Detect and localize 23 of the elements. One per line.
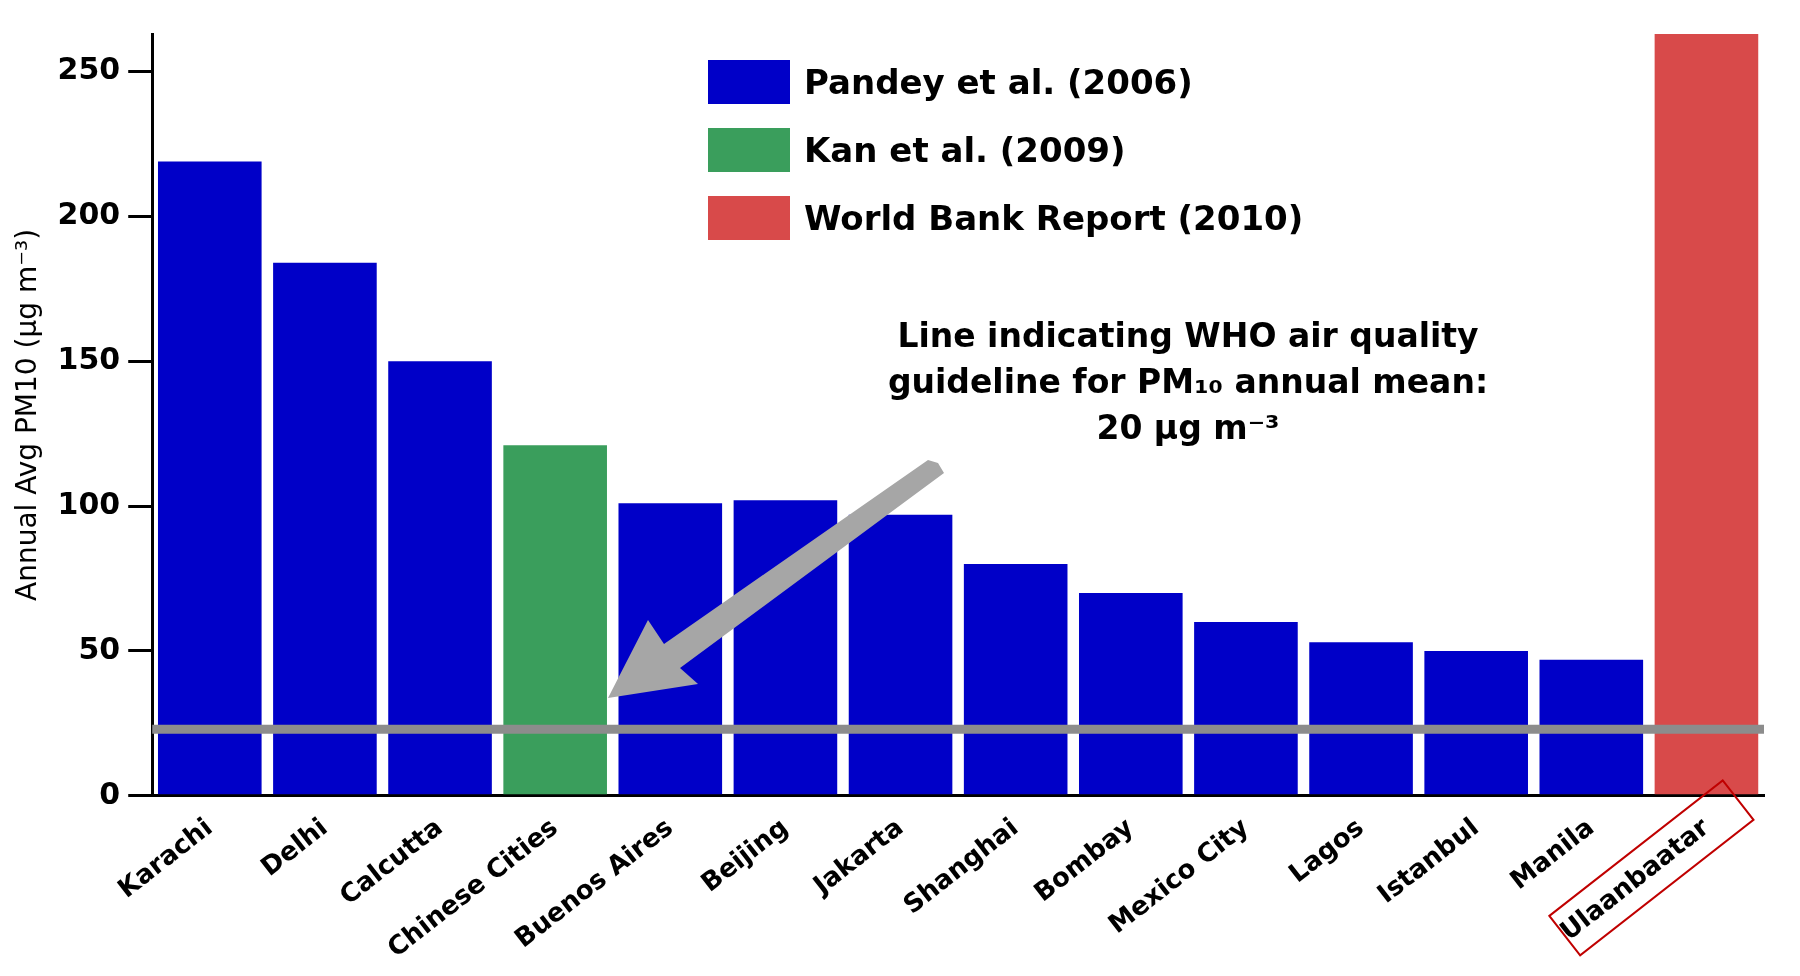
bar [1194, 622, 1298, 795]
y-tick-label: 200 [57, 196, 121, 232]
legend-label: World Bank Report (2010) [804, 198, 1304, 238]
bar [1654, 34, 1759, 795]
bar [963, 564, 1068, 795]
bar [503, 445, 607, 795]
y-tick-label: 0 [99, 775, 121, 811]
legend-label: Kan et al. (2009) [804, 130, 1126, 170]
y-tick-label: 150 [57, 341, 121, 377]
bar [1424, 650, 1528, 795]
y-tick-label: 100 [57, 485, 121, 521]
y-tick-label: 50 [78, 630, 121, 666]
annotation: Line indicating WHO air quality guideline for PM₁₀ annual mean: 20 µg m⁻³ [886, 315, 1490, 449]
bar [1078, 593, 1183, 795]
bar [273, 262, 377, 795]
bar [1309, 642, 1413, 795]
bar [848, 514, 953, 795]
bar [1539, 659, 1644, 795]
legend-label: Pandey et al. (2006) [804, 62, 1193, 102]
bar [388, 361, 492, 795]
bar [157, 161, 262, 795]
y-axis-title: Annual Avg PM10 (µg m⁻³) [10, 228, 44, 601]
y-tick-label: 250 [57, 51, 121, 87]
